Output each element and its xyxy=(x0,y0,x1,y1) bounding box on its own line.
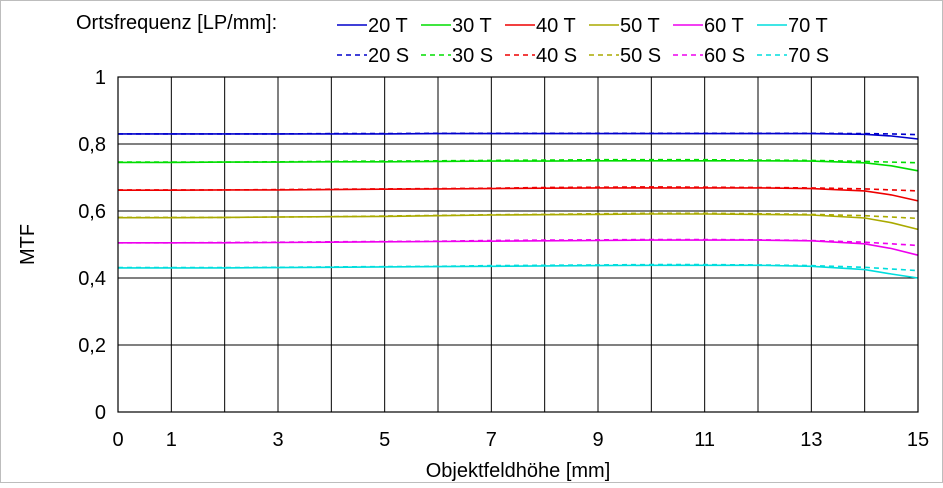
legend-label: 40 S xyxy=(536,45,577,67)
legend-label: 30 T xyxy=(452,15,492,37)
y-tick-label: 0,8 xyxy=(78,134,106,156)
legend-label: 40 T xyxy=(536,15,576,37)
x-tick-label: 5 xyxy=(379,429,390,451)
legend-label: 60 S xyxy=(704,45,745,67)
legend-label: 70 S xyxy=(788,45,829,67)
legend-label: 20 S xyxy=(368,45,409,67)
x-tick-labels: 0 1 3 5 7 9 11 13 15 xyxy=(112,429,929,451)
x-tick-label: 13 xyxy=(800,429,822,451)
legend-title: Ortsfrequenz [LP/mm]: xyxy=(76,12,277,34)
y-tick-labels: 0 0,2 0,4 0,6 0,8 1 xyxy=(78,67,106,424)
series-line-50-s xyxy=(118,212,919,220)
series-line-20-s xyxy=(118,132,919,136)
x-tick-label: 7 xyxy=(486,429,497,451)
series-line-70-s xyxy=(118,263,919,272)
legend-label: 50 S xyxy=(620,45,661,67)
legend-label: 50 T xyxy=(620,15,660,37)
legend-label: 70 T xyxy=(788,15,828,37)
plot-frame xyxy=(117,76,919,413)
x-tick-label: 9 xyxy=(592,429,603,451)
series-line-30-t xyxy=(118,160,919,172)
x-tick-label: 1 xyxy=(166,429,177,451)
legend-label: 20 T xyxy=(368,15,408,37)
x-tick-label: 0 xyxy=(112,429,123,451)
y-tick-label: 0,2 xyxy=(78,335,106,357)
legend-label: 60 T xyxy=(704,15,744,37)
series-lines xyxy=(118,132,919,279)
y-tick-label: 1 xyxy=(95,67,106,89)
x-tick-label: 15 xyxy=(907,429,929,451)
y-tick-label: 0,4 xyxy=(78,268,106,290)
legend: Ortsfrequenz [LP/mm]: 20 T 30 T 40 T 50 T 60… xyxy=(76,12,829,67)
x-tick-label: 3 xyxy=(272,429,283,451)
y-tick-label: 0,6 xyxy=(78,201,106,223)
y-axis-label: MTF xyxy=(17,224,39,265)
y-tick-label: 0 xyxy=(95,402,106,424)
legend-label: 30 S xyxy=(452,45,493,67)
x-tick-label: 11 xyxy=(694,429,715,451)
series-line-30-s xyxy=(118,158,919,164)
series-line-40-s xyxy=(118,186,919,192)
series-line-60-s xyxy=(118,238,919,247)
x-axis-label: Objektfeldhöhe [mm] xyxy=(426,460,611,482)
